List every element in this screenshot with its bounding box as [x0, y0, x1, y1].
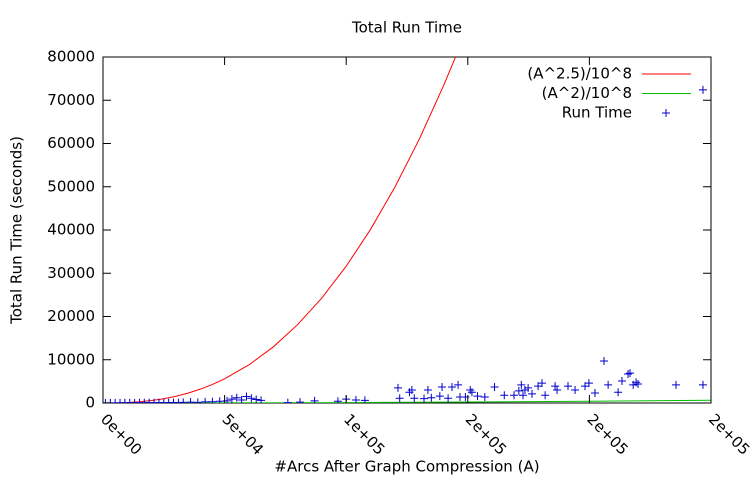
data-point [519, 391, 528, 400]
x-tick-label: 2e+05 [462, 410, 510, 458]
series-line [103, 57, 457, 403]
data-point [435, 392, 444, 401]
y-tick-label: 40000 [47, 221, 95, 239]
plot-area [103, 57, 711, 403]
data-point [252, 395, 261, 403]
data-point [423, 386, 432, 395]
data-point [215, 397, 224, 403]
data-point [208, 397, 217, 403]
data-point [541, 391, 550, 400]
data-point [310, 396, 319, 403]
y-axis-label: Total Run Time (seconds) [8, 136, 26, 325]
data-point [438, 382, 447, 391]
data-point [467, 388, 476, 397]
data-point [553, 386, 562, 395]
data-point [447, 382, 456, 391]
data-point [698, 85, 707, 94]
data-point [257, 396, 266, 403]
data-point [232, 393, 241, 402]
data-point [395, 394, 404, 403]
data-point [524, 383, 533, 392]
data-point [410, 394, 419, 403]
data-point [283, 398, 292, 403]
data-point [473, 392, 482, 401]
y-tick-label: 50000 [47, 177, 95, 195]
data-point [698, 380, 707, 389]
data-point [617, 376, 626, 385]
data-point [186, 398, 195, 403]
legend-marker [662, 109, 670, 117]
data-point [193, 398, 202, 403]
data-point [466, 386, 475, 395]
data-point [360, 396, 369, 403]
data-point [514, 386, 523, 395]
data-point [227, 395, 236, 403]
data-point [480, 392, 489, 401]
data-point [510, 391, 519, 400]
data-point [500, 391, 509, 400]
x-tick-label: 5e+04 [219, 410, 267, 458]
data-point [590, 389, 599, 398]
data-point [454, 380, 463, 389]
x-tick-label: 2e+05 [705, 410, 750, 458]
data-point [394, 383, 403, 392]
data-point [490, 382, 499, 391]
y-tick-label: 60000 [47, 134, 95, 152]
data-point [333, 397, 342, 403]
x-tick-label: 2e+05 [583, 410, 631, 458]
data-point [242, 392, 251, 401]
x-tick-label: 0e+00 [97, 410, 145, 458]
x-tick-label: 1e+05 [340, 410, 388, 458]
data-point [201, 397, 210, 403]
legend-label: (A^2.5)/10^8 [527, 65, 632, 83]
y-tick-label: 10000 [47, 350, 95, 368]
data-point [407, 386, 416, 395]
data-point [634, 379, 643, 388]
y-tick-label: 70000 [47, 91, 95, 109]
data-point [537, 379, 546, 388]
data-point [614, 388, 623, 397]
data-point [584, 379, 593, 388]
data-point [671, 380, 680, 389]
data-point [528, 389, 537, 398]
y-tick-label: 30000 [47, 264, 95, 282]
data-point [571, 386, 580, 395]
data-point [247, 394, 256, 403]
data-point [237, 395, 246, 403]
data-point [632, 378, 641, 387]
data-point [295, 398, 304, 403]
x-axis-label: #Arcs After Graph Compression (A) [274, 458, 539, 476]
y-tick-label: 20000 [47, 307, 95, 325]
legend-label: Run Time [562, 104, 632, 122]
y-tick-label: 0 [85, 394, 95, 412]
data-point [351, 395, 360, 403]
data-point [427, 393, 436, 402]
chart-title: Total Run Time [351, 19, 462, 37]
series-line [103, 399, 711, 403]
y-tick-label: 80000 [47, 48, 95, 66]
data-point [563, 382, 572, 391]
data-point [604, 380, 613, 389]
data-point [551, 382, 560, 391]
data-point [179, 398, 188, 403]
legend-label: (A^2)/10^8 [542, 84, 632, 102]
data-point [626, 369, 635, 378]
data-point [517, 380, 526, 389]
data-point [444, 394, 453, 403]
data-point [624, 370, 633, 379]
data-point [599, 357, 608, 366]
data-point [420, 394, 429, 403]
